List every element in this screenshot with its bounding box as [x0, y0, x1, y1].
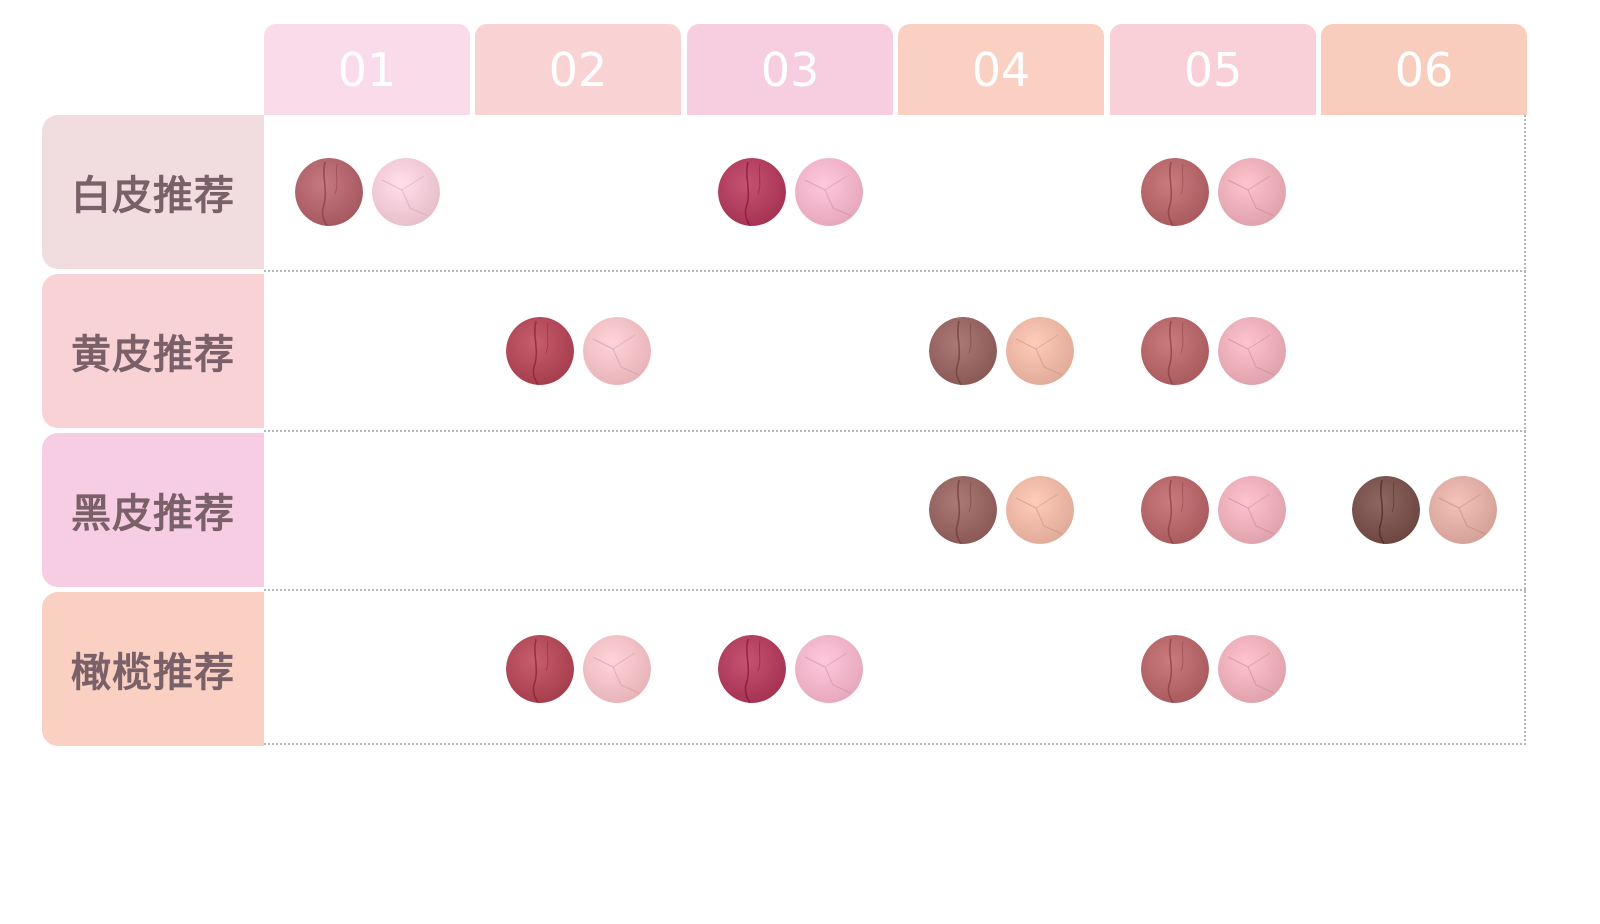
lip-swatch-03: [717, 158, 786, 226]
blush-swatch-05: [1217, 635, 1286, 703]
lip-swatch-05: [1140, 476, 1209, 544]
lip-swatch-05: [1140, 635, 1209, 703]
lip-swatch-06: [1351, 476, 1420, 544]
blush-swatch-05: [1217, 476, 1286, 544]
column-header-03: 03: [687, 24, 893, 115]
blush-swatch-01: [371, 158, 440, 226]
blush-swatch-03: [794, 635, 863, 703]
column-header-06: 06: [1321, 24, 1527, 115]
row-label-dark-skin: 黑皮推荐: [42, 433, 264, 587]
blush-swatch-04: [1005, 317, 1074, 385]
row-label-olive-skin: 橄榄推荐: [42, 592, 264, 746]
lip-swatch-04: [928, 317, 997, 385]
row-divider: [264, 589, 1526, 591]
column-header-02: 02: [475, 24, 681, 115]
row-label-fair-skin: 白皮推荐: [42, 115, 264, 269]
blush-swatch-05: [1217, 158, 1286, 226]
column-header-05: 05: [1110, 24, 1316, 115]
lip-swatch-01: [294, 158, 363, 226]
lip-swatch-05: [1140, 158, 1209, 226]
lip-swatch-02: [505, 635, 574, 703]
lip-swatch-02: [505, 317, 574, 385]
blush-swatch-06: [1428, 476, 1497, 544]
blush-swatch-03: [794, 158, 863, 226]
row-label-yellow-skin: 黄皮推荐: [42, 274, 264, 428]
lip-swatch-05: [1140, 317, 1209, 385]
column-header-04: 04: [898, 24, 1104, 115]
blush-swatch-04: [1005, 476, 1074, 544]
column-header-01: 01: [264, 24, 470, 115]
blush-swatch-02: [582, 317, 651, 385]
blush-swatch-05: [1217, 317, 1286, 385]
row-divider: [264, 430, 1526, 432]
lip-swatch-04: [928, 476, 997, 544]
blush-swatch-02: [582, 635, 651, 703]
lip-swatch-03: [717, 635, 786, 703]
row-divider: [264, 270, 1526, 272]
